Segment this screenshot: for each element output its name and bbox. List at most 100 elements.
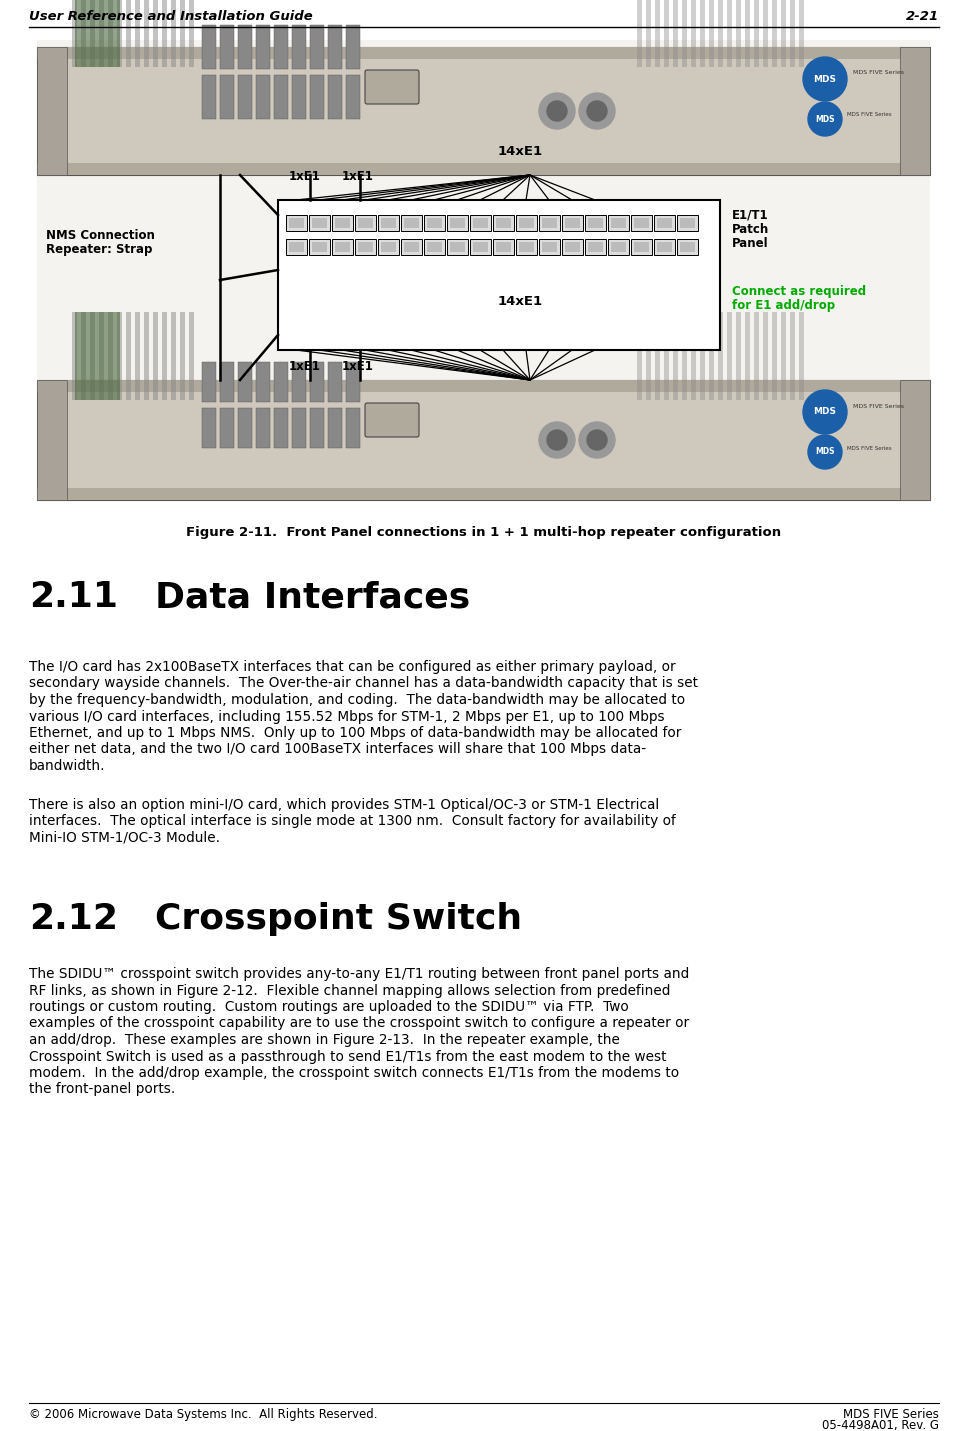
Text: MDS: MDS	[815, 114, 834, 123]
Bar	[654, 215, 675, 230]
Bar	[691, 312, 696, 401]
Bar	[611, 218, 626, 228]
Bar	[289, 218, 304, 228]
Text: Connect as required: Connect as required	[732, 285, 866, 298]
Bar	[355, 215, 376, 230]
Text: 1xE1: 1xE1	[289, 361, 321, 373]
Bar	[332, 215, 353, 230]
Bar	[153, 0, 158, 67]
Bar	[81, 312, 86, 401]
Bar	[202, 24, 216, 69]
FancyBboxPatch shape	[365, 70, 419, 104]
Bar	[664, 312, 669, 401]
Bar	[631, 239, 652, 255]
Bar	[292, 74, 306, 119]
Bar	[81, 0, 86, 67]
Bar	[736, 0, 741, 67]
Text: The SDIDU™ crosspoint switch provides any-to-any E1/T1 routing between front pan: The SDIDU™ crosspoint switch provides an…	[29, 967, 689, 982]
Bar	[611, 242, 626, 252]
Bar	[238, 24, 252, 69]
Circle shape	[587, 429, 607, 449]
Bar	[162, 312, 167, 401]
Bar	[238, 362, 252, 402]
Text: There is also an option mini-I/O card, which provides STM-1 Optical/OC-3 or STM-: There is also an option mini-I/O card, w…	[29, 797, 659, 811]
Circle shape	[579, 422, 615, 458]
FancyBboxPatch shape	[365, 404, 419, 436]
Text: by the frequency-bandwidth, modulation, and coding.  The data-bandwidth may be a: by the frequency-bandwidth, modulation, …	[29, 693, 685, 707]
Text: MDS: MDS	[815, 448, 834, 456]
Bar	[37, 381, 930, 499]
Bar	[763, 0, 768, 67]
Bar	[358, 242, 373, 252]
Bar	[542, 242, 557, 252]
Bar	[424, 239, 445, 255]
Bar	[691, 0, 696, 67]
Bar	[772, 312, 777, 401]
Bar	[202, 408, 216, 448]
Text: NMS Connection: NMS Connection	[46, 229, 155, 242]
Bar	[358, 218, 373, 228]
Circle shape	[808, 102, 842, 136]
Bar	[328, 362, 342, 402]
Bar	[309, 239, 330, 255]
Bar	[447, 215, 468, 230]
Bar	[108, 312, 113, 401]
Bar	[135, 312, 140, 401]
Bar	[608, 215, 629, 230]
Bar	[256, 408, 270, 448]
Bar	[286, 215, 307, 230]
Bar	[424, 215, 445, 230]
Bar	[634, 242, 649, 252]
Circle shape	[547, 102, 567, 122]
Bar	[274, 362, 288, 402]
Bar	[292, 24, 306, 69]
Bar	[171, 0, 176, 67]
Bar	[381, 218, 396, 228]
Bar	[519, 218, 534, 228]
Bar	[37, 47, 930, 175]
Bar	[328, 24, 342, 69]
Bar	[202, 362, 216, 402]
Bar	[328, 74, 342, 119]
Bar	[470, 239, 491, 255]
Bar	[677, 215, 698, 230]
Text: User Reference and Installation Guide: User Reference and Installation Guide	[29, 10, 313, 23]
Circle shape	[587, 102, 607, 122]
Bar	[493, 239, 514, 255]
Bar	[238, 74, 252, 119]
Bar	[664, 0, 669, 67]
Text: 14xE1: 14xE1	[498, 295, 542, 308]
Text: 2.12: 2.12	[29, 902, 118, 936]
Bar	[220, 362, 234, 402]
Bar	[180, 0, 185, 67]
Bar	[754, 312, 759, 401]
Bar	[75, 0, 120, 67]
Text: secondary wayside channels.  The Over-the-air channel has a data-bandwidth capac: secondary wayside channels. The Over-the…	[29, 677, 698, 691]
Bar	[790, 0, 795, 67]
Bar	[256, 362, 270, 402]
Bar	[709, 312, 714, 401]
Bar	[772, 0, 777, 67]
Bar	[682, 0, 687, 67]
Bar	[404, 218, 419, 228]
Bar	[646, 0, 651, 67]
Bar	[274, 408, 288, 448]
Bar	[346, 24, 360, 69]
Bar	[335, 218, 350, 228]
Text: Mini-IO STM-1/OC-3 Module.: Mini-IO STM-1/OC-3 Module.	[29, 830, 220, 844]
Bar	[310, 408, 324, 448]
Bar	[637, 312, 642, 401]
Circle shape	[547, 429, 567, 449]
Bar	[312, 242, 327, 252]
Bar	[274, 74, 288, 119]
Bar	[745, 0, 750, 67]
Bar	[781, 312, 786, 401]
Bar	[700, 0, 705, 67]
Bar	[585, 239, 606, 255]
Bar	[401, 239, 422, 255]
Bar	[516, 239, 537, 255]
Bar	[562, 239, 583, 255]
Bar	[286, 239, 307, 255]
Bar	[37, 381, 67, 499]
Text: MDS FIVE Series: MDS FIVE Series	[843, 1408, 939, 1421]
